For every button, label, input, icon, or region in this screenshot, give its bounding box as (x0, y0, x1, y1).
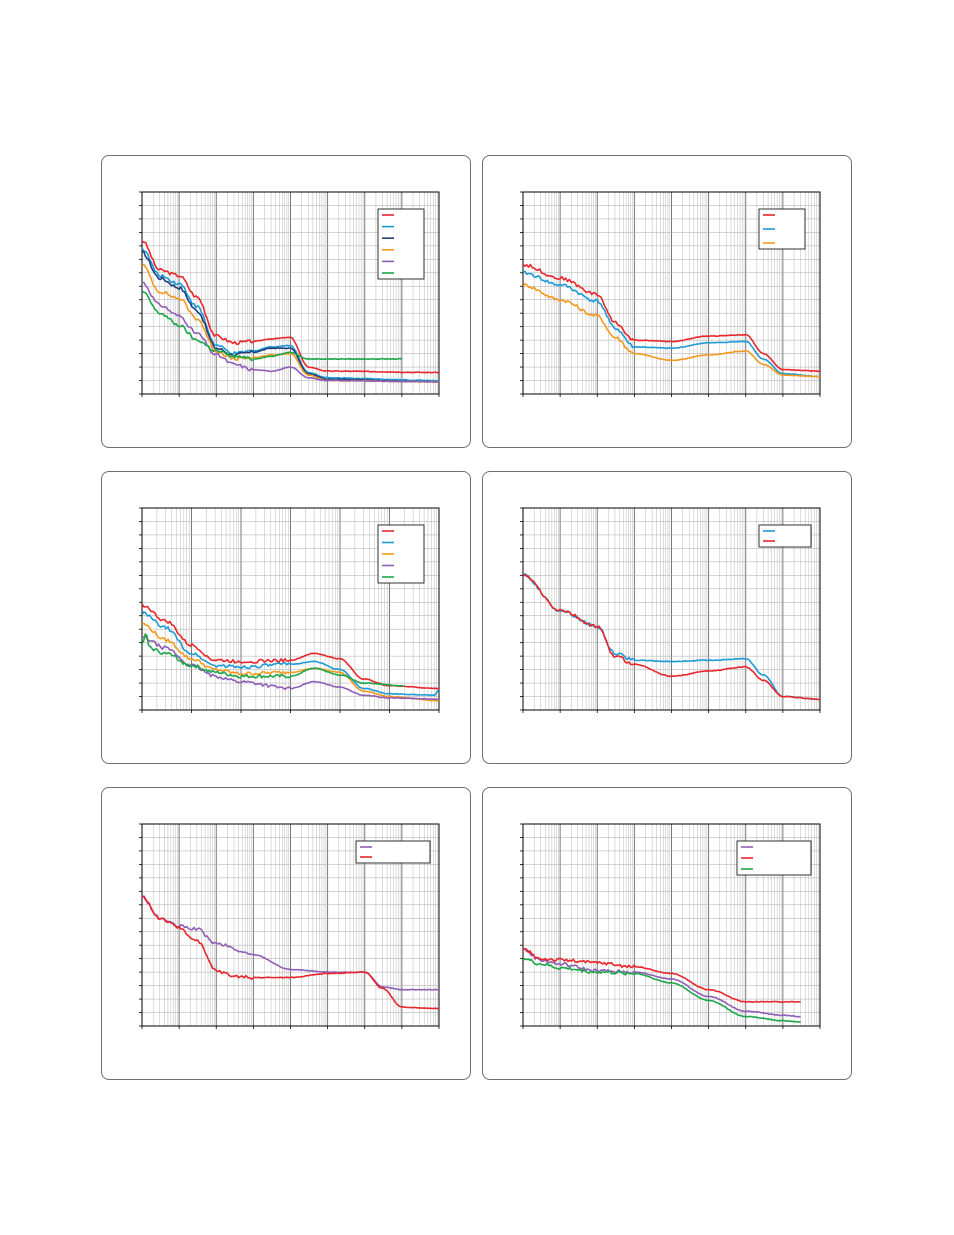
chart-panel-5 (101, 787, 471, 1080)
chart-6-series (523, 947, 801, 1023)
chart-1-series-purple-line (142, 281, 439, 383)
chart-panel-1 (101, 155, 471, 448)
chart-5-svg (139, 823, 440, 1029)
chart-4-legend (758, 524, 812, 548)
legend-box (758, 524, 812, 548)
chart-1-series-green-line (142, 290, 403, 362)
chart-4-series-red-line (523, 573, 820, 701)
chart-1-series-red-line (142, 240, 439, 374)
chart-6-series-green-line (523, 958, 801, 1023)
chart-3-series-orange-line (142, 622, 439, 702)
chart-1-series-cyan-line (142, 247, 439, 382)
chart-6-series-red-line (523, 947, 801, 1003)
chart-3-series-red-line (142, 603, 439, 690)
chart-1-legend (377, 208, 425, 280)
chart-4-svg (520, 507, 821, 713)
chart-2-legend (758, 208, 806, 250)
chart-6-series-purple-line (523, 947, 801, 1018)
chart-1-svg (139, 191, 440, 397)
chart-2-series-orange-line (523, 283, 820, 378)
chart-5-series (142, 895, 439, 1010)
legend-box (377, 208, 425, 280)
chart-3-series-cyan-line (142, 611, 439, 697)
chart-2-series-red-line (523, 263, 820, 373)
chart-6-grid (523, 824, 820, 1026)
chart-3-legend (377, 524, 425, 584)
chart-panel-3 (101, 471, 471, 764)
chart-3-svg (139, 507, 440, 713)
chart-3-series (142, 603, 439, 702)
chart-panel-6 (482, 787, 852, 1080)
chart-3-series-purple-line (142, 635, 439, 701)
chart-2-series-cyan-line (523, 270, 820, 378)
chart-3-series-green-line (142, 633, 405, 687)
chart-panel-2 (482, 155, 852, 448)
chart-1-series (142, 240, 439, 383)
chart-5-series-red-line (142, 895, 439, 1010)
chart-6-legend (736, 840, 812, 876)
chart-4-grid (523, 508, 820, 710)
chart-3-grid (142, 508, 439, 710)
chart-2-series (523, 263, 820, 378)
chart-5-legend (355, 840, 431, 864)
chart-6-svg (520, 823, 821, 1029)
chart-2-svg (520, 191, 821, 397)
chart-5-series-purple-line (142, 895, 439, 991)
chart-4-series (523, 573, 820, 701)
chart-panel-4 (482, 471, 852, 764)
chart-5-grid (142, 824, 439, 1026)
legend-box (355, 840, 431, 864)
